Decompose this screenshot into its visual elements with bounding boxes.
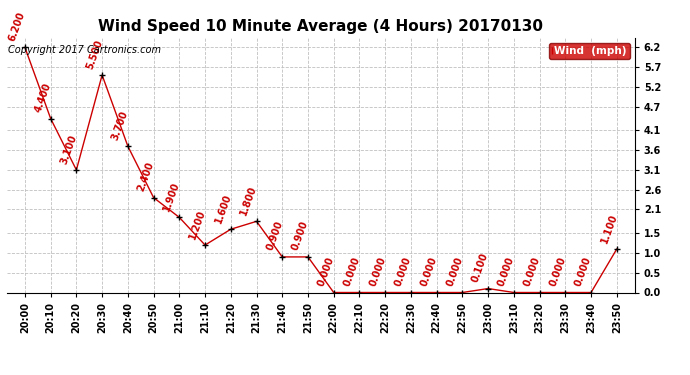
Text: 0.000: 0.000 xyxy=(419,255,439,288)
Text: 0.000: 0.000 xyxy=(496,255,516,288)
Text: 3.700: 3.700 xyxy=(110,109,130,141)
Text: 0.900: 0.900 xyxy=(290,220,310,252)
Text: Copyright 2017 Cartronics.com: Copyright 2017 Cartronics.com xyxy=(8,45,161,55)
Text: 1.800: 1.800 xyxy=(239,184,259,217)
Text: 1.600: 1.600 xyxy=(213,192,233,225)
Text: 0.100: 0.100 xyxy=(471,252,491,284)
Legend: Wind  (mph): Wind (mph) xyxy=(549,43,629,59)
Text: 0.000: 0.000 xyxy=(573,255,593,288)
Text: 0.000: 0.000 xyxy=(445,255,464,288)
Text: 1.100: 1.100 xyxy=(599,212,619,244)
Text: 5.500: 5.500 xyxy=(84,38,104,70)
Text: 0.000: 0.000 xyxy=(522,255,542,288)
Text: 1.900: 1.900 xyxy=(161,180,181,213)
Text: 2.400: 2.400 xyxy=(136,160,156,193)
Text: 6.200: 6.200 xyxy=(7,10,27,43)
Text: 0.000: 0.000 xyxy=(316,255,336,288)
Title: Wind Speed 10 Minute Average (4 Hours) 20170130: Wind Speed 10 Minute Average (4 Hours) 2… xyxy=(99,18,543,33)
Text: 0.000: 0.000 xyxy=(548,255,568,288)
Text: 0.000: 0.000 xyxy=(342,255,362,288)
Text: 0.000: 0.000 xyxy=(393,255,413,288)
Text: 3.100: 3.100 xyxy=(59,133,79,165)
Text: 4.400: 4.400 xyxy=(33,81,53,114)
Text: 0.900: 0.900 xyxy=(264,220,284,252)
Text: 1.200: 1.200 xyxy=(188,208,207,240)
Text: 0.000: 0.000 xyxy=(368,255,387,288)
